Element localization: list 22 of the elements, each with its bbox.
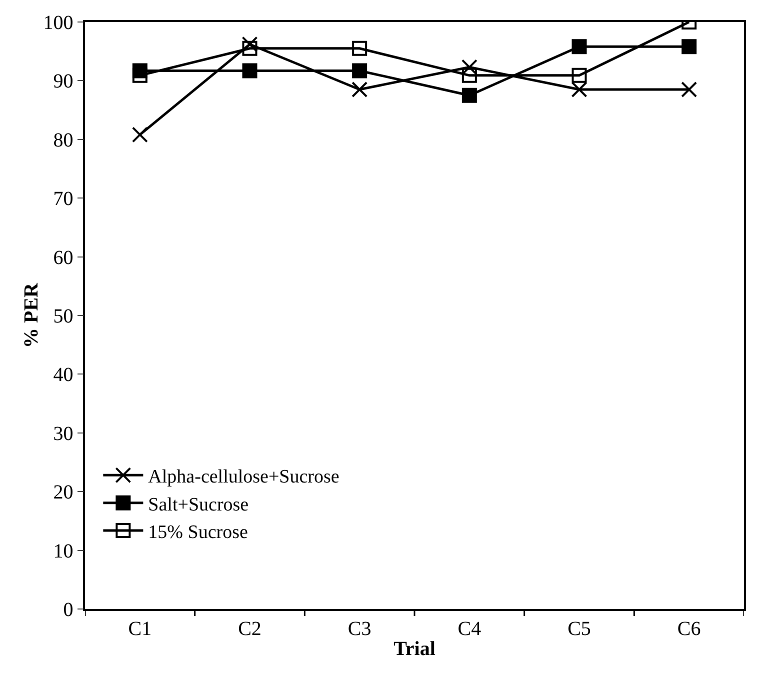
x-tick-label: C6 [677, 618, 701, 640]
y-tick-label: 0 [63, 599, 74, 621]
x-tick-label: C3 [348, 618, 372, 640]
x-tick-label: C5 [568, 618, 591, 640]
x-axis-title: Trial [394, 638, 436, 660]
y-tick-label: 50 [53, 306, 74, 328]
x-tick-label: C4 [458, 618, 482, 640]
y-axis-title: % PER [20, 282, 42, 348]
x-tick-label: C2 [238, 618, 262, 640]
y-tick-label: 30 [53, 422, 74, 445]
y-tick-label: 60 [53, 246, 74, 269]
y-tick-label: 90 [53, 70, 74, 93]
legend-label: 15% Sucrose [148, 522, 248, 543]
y-tick-label: 20 [53, 482, 74, 504]
x-tick-label: C1 [128, 618, 152, 640]
legend-label: Salt+Sucrose [148, 494, 249, 516]
y-tick-label: 10 [53, 540, 74, 562]
y-tick-label: 40 [53, 364, 74, 386]
y-tick-label: 70 [53, 188, 74, 210]
y-tick-label: 100 [43, 12, 74, 34]
y-tick-label: 80 [53, 129, 74, 152]
legend-label: Alpha-cellulose+Sucrose [148, 466, 340, 488]
